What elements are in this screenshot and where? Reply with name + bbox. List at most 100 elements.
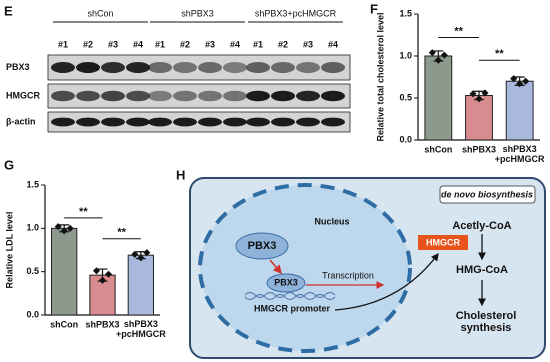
panel-label: E: [4, 3, 13, 18]
y-tick-label: 1.5: [26, 179, 39, 189]
enzyme-box: [418, 235, 468, 250]
band: [321, 117, 345, 127]
lane-label: #2: [83, 39, 93, 49]
band: [246, 117, 270, 127]
band: [51, 62, 75, 73]
tf: [266, 273, 306, 293]
tf-label: PBX3: [248, 240, 277, 252]
panel-label: G: [4, 157, 14, 172]
band: [148, 90, 172, 102]
x-tick-label: shCon: [424, 144, 452, 154]
band: [223, 90, 247, 102]
x-tick-label: shPBX3: [462, 144, 496, 154]
tf: [235, 232, 289, 260]
band: [101, 117, 125, 127]
band: [51, 117, 75, 127]
enzyme: HMGCR: [426, 237, 460, 247]
arrow: [334, 252, 439, 311]
lane-label: #3: [108, 39, 118, 49]
lane-label: #3: [205, 39, 215, 49]
point: [516, 80, 524, 88]
bar: [89, 274, 116, 316]
point: [428, 49, 436, 57]
group-label: shPBX3+pcHMGCR: [255, 8, 337, 18]
y-tick-label: 0.5: [399, 92, 412, 102]
y-tick-label: 0.0: [399, 134, 412, 144]
y-axis-label: Relative total cholesterol level: [375, 12, 385, 141]
point: [434, 56, 442, 64]
lane-label: #1: [253, 39, 263, 49]
lane-label: #1: [155, 39, 165, 49]
row-label: PBX3: [6, 62, 30, 72]
transcription-label: Transcription: [322, 270, 374, 280]
point: [66, 224, 74, 232]
sig-label: **: [117, 227, 126, 239]
bar: [127, 254, 154, 316]
band: [126, 117, 150, 127]
sig-label: **: [454, 25, 463, 37]
nucleus: [198, 183, 412, 353]
band: [223, 62, 247, 73]
lane-label: #3: [303, 39, 313, 49]
point: [104, 270, 113, 278]
band: [148, 117, 172, 127]
row-label: HMGCR: [6, 90, 40, 100]
band: [321, 62, 345, 73]
band: [198, 117, 222, 127]
band: [296, 117, 320, 127]
x-tick-label: shPBX3 +pcHMGCR: [495, 144, 545, 164]
sig-label: **: [495, 48, 504, 60]
band: [76, 90, 100, 102]
point: [92, 267, 101, 275]
lane-label: #4: [328, 39, 338, 49]
point: [143, 249, 151, 257]
band: [76, 117, 100, 127]
band: [271, 90, 295, 102]
row-label: β-actin: [6, 116, 36, 126]
panel-label: H: [176, 167, 185, 182]
band: [198, 62, 222, 73]
band: [76, 62, 100, 73]
band: [246, 62, 270, 73]
point: [522, 77, 530, 85]
arrow: [269, 259, 282, 275]
substrate: Acetly-CoA: [452, 220, 511, 232]
bar: [505, 80, 534, 141]
lane-label: #4: [230, 39, 240, 49]
title-box: [439, 185, 536, 204]
x-tick-label: shPBX3 +pcHMGCR: [116, 319, 166, 339]
band: [101, 90, 125, 102]
promoter-label: HMGCR promoter: [254, 303, 330, 313]
intermediate: HMG-CoA: [456, 264, 508, 276]
lane-label: #4: [133, 39, 143, 49]
band: [173, 117, 197, 127]
band: [173, 62, 197, 73]
sig-label: **: [79, 206, 88, 218]
point: [469, 90, 477, 98]
point: [481, 89, 489, 97]
band: [271, 62, 295, 73]
x-tick-label: shCon: [50, 319, 78, 329]
bar: [465, 94, 493, 141]
x-tick-label: shPBX3: [85, 319, 119, 329]
product: Cholesterol synthesis: [456, 310, 517, 334]
panel-label: F: [370, 1, 378, 16]
lane-label: #2: [180, 39, 190, 49]
band: [126, 90, 150, 102]
band: [223, 117, 247, 127]
band: [148, 62, 172, 73]
band: [126, 62, 150, 73]
band: [51, 90, 75, 102]
lane-label: #2: [278, 39, 288, 49]
point: [98, 276, 107, 284]
band: [271, 117, 295, 127]
point: [440, 51, 448, 59]
dna: [244, 291, 336, 301]
group-label: shPBX3: [181, 8, 214, 18]
band: [198, 90, 222, 102]
band: [296, 62, 320, 73]
lane-label: #1: [58, 39, 68, 49]
band: [321, 90, 345, 102]
